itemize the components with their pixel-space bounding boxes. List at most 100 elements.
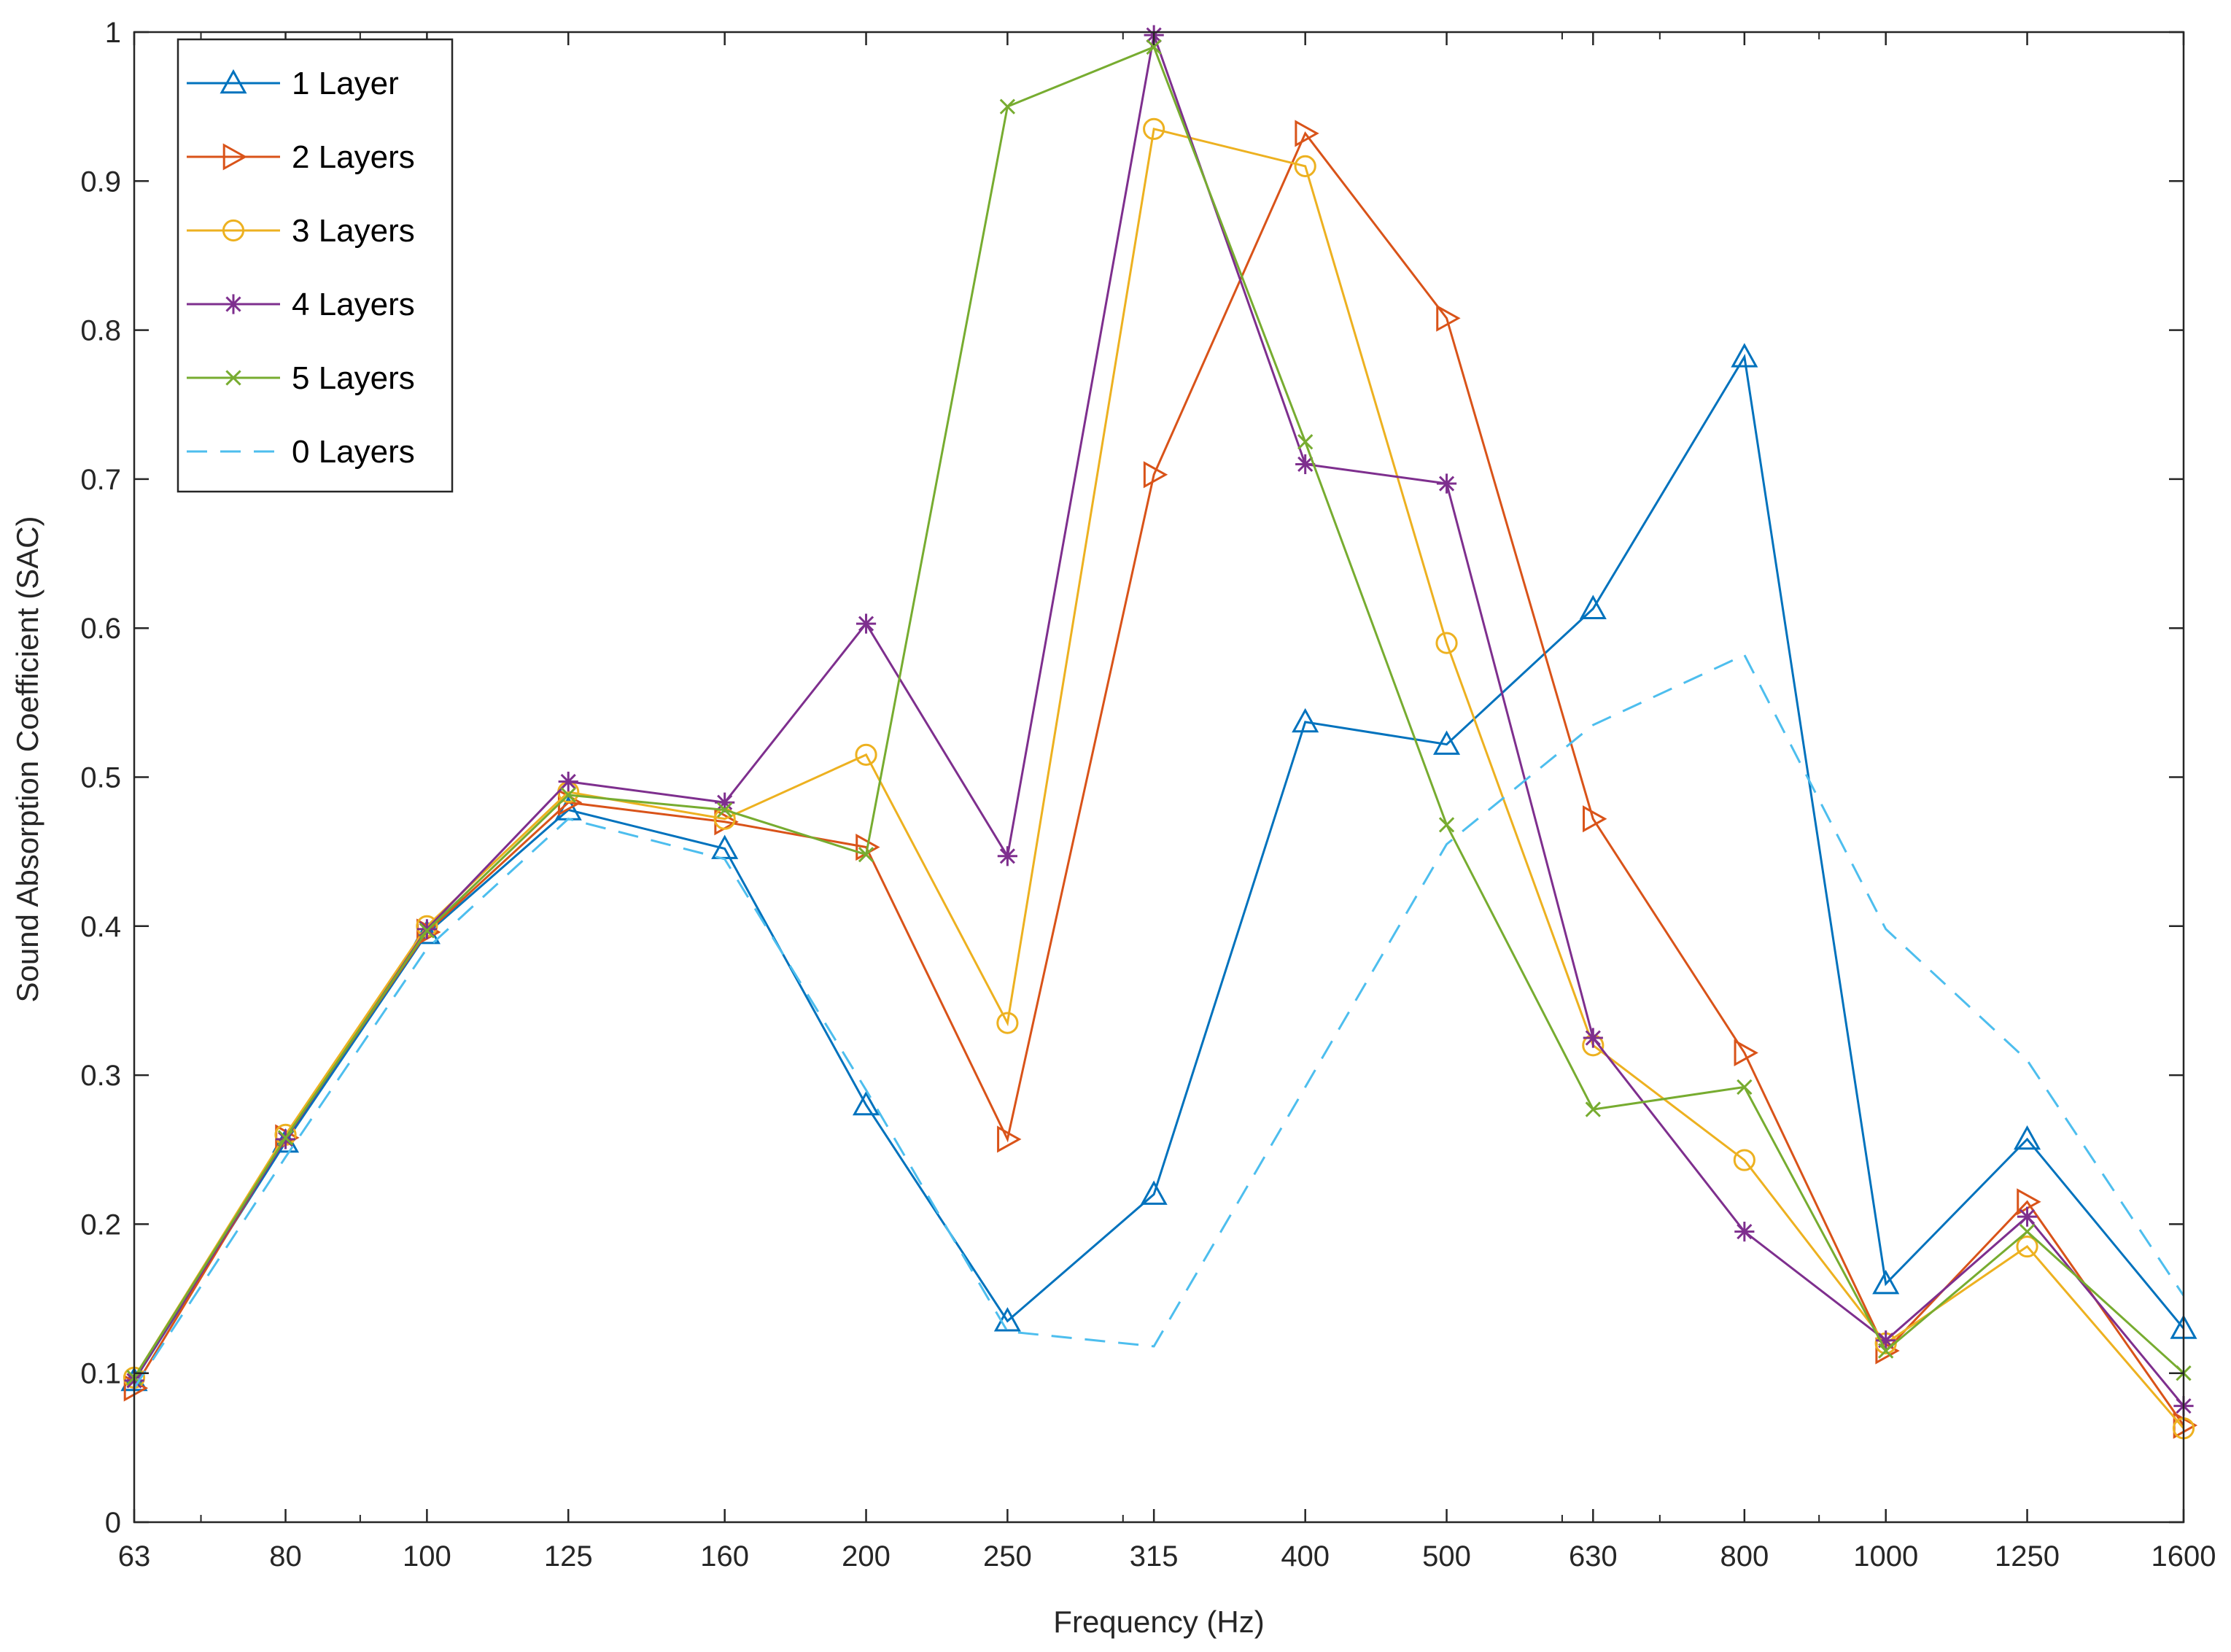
x-tick-label: 1000 [1853, 1540, 1918, 1572]
x-tick-label: 160 [700, 1540, 749, 1572]
data-point [1737, 1079, 1753, 1095]
x-tick-label: 630 [1569, 1540, 1618, 1572]
legend-label: 2 Layers [292, 139, 415, 175]
legend-label: 4 Layers [292, 287, 415, 322]
data-point [1734, 1222, 1755, 1242]
data-point [1734, 1039, 1758, 1067]
x-tick-label: 1250 [1995, 1540, 2060, 1572]
legend-marker [225, 370, 241, 386]
legend-marker [222, 219, 245, 242]
data-point [852, 1090, 880, 1116]
legend-item: 2 Layers [187, 139, 415, 175]
data-point [997, 846, 1017, 866]
y-tick-label: 0.5 [80, 762, 121, 794]
x-tick-label: 63 [118, 1540, 151, 1572]
x-tick-label: 125 [544, 1540, 593, 1572]
legend-item: 4 Layers [187, 287, 415, 322]
y-tick-label: 0 [105, 1507, 121, 1539]
data-point [1872, 1270, 1900, 1295]
data-point [2017, 1206, 2038, 1227]
series-1-layer [120, 343, 2197, 1392]
data-point [1143, 461, 1168, 489]
data-point [1295, 454, 1316, 475]
legend-label: 0 Layers [292, 434, 415, 470]
legend-box [176, 38, 454, 493]
data-point [558, 772, 578, 792]
data-point [1876, 1330, 1896, 1351]
series-line [133, 654, 2185, 1389]
data-point [999, 98, 1016, 115]
data-point [1436, 304, 1461, 332]
y-tick-label: 0.2 [80, 1209, 121, 1241]
data-point [2016, 1235, 2038, 1258]
series-0-layers [133, 654, 2185, 1389]
y-tick-label: 1 [105, 17, 121, 49]
data-point [1438, 817, 1455, 833]
data-point [1140, 1180, 1168, 1205]
y-tick-label: 0.8 [80, 315, 121, 347]
data-point [1295, 120, 1319, 147]
legend-item: 0 Layers [187, 434, 415, 470]
data-point [1875, 1337, 1900, 1365]
data-point [2017, 1188, 2041, 1216]
data-point [1733, 1149, 1755, 1171]
data-point [1583, 805, 1607, 833]
data-point [997, 1125, 1022, 1153]
data-point [1435, 632, 1458, 654]
y-axis-label: Sound Absorption Coefficient (SAC) [10, 516, 44, 1003]
x-tick-label: 315 [1130, 1540, 1179, 1572]
legend-label: 5 Layers [292, 360, 415, 396]
y-tick-label: 0.6 [80, 613, 121, 645]
x-tick-label: 800 [1720, 1540, 1769, 1572]
data-point [560, 787, 576, 803]
legend-label: 3 Layers [292, 213, 415, 249]
legend: 1 Layer 2 Layers 3 Layers 4 Layers 5 Layers 0… [176, 38, 454, 493]
y-tick-label: 0.3 [80, 1060, 121, 1092]
x-tick-label: 400 [1281, 1540, 1330, 1572]
y-tick-label: 0.9 [80, 166, 121, 198]
data-point [1731, 343, 1758, 368]
y-tick-label: 0.4 [80, 911, 121, 943]
data-point [1292, 707, 1319, 733]
x-axis-label: Frequency (Hz) [1053, 1605, 1264, 1639]
data-point [419, 923, 435, 939]
data-point [1585, 1101, 1601, 1117]
legend-marker [220, 69, 247, 94]
legend-item: 3 Layers [187, 213, 415, 249]
legend-marker [222, 143, 248, 171]
legend-item: 1 Layer [187, 66, 399, 101]
data-point [2019, 1223, 2036, 1240]
axes-layer: 63 80 100 125 160 200 250 315 400 500 630 800 1000 12… [80, 17, 2216, 1572]
legend-item: 5 Layers [187, 360, 415, 396]
data-point [1583, 1028, 1603, 1048]
x-tick-label: 200 [842, 1540, 891, 1572]
data-point [1579, 594, 1607, 619]
series-line [133, 354, 2185, 1381]
data-point [1146, 39, 1162, 55]
data-point [413, 919, 441, 945]
data-point [996, 1012, 1019, 1034]
x-tick-label: 100 [403, 1540, 451, 1572]
data-point [855, 743, 877, 766]
data-point [1436, 473, 1457, 494]
data-point [1297, 434, 1314, 450]
legend-label: 1 Layer [292, 66, 399, 101]
y-tick-label: 0.1 [80, 1358, 121, 1390]
series-line [133, 131, 2185, 1427]
x-tick-label: 1600 [2152, 1540, 2216, 1572]
data-point [1432, 730, 1461, 755]
data-point [1294, 155, 1316, 177]
data-point [855, 613, 877, 634]
x-tick-label: 500 [1422, 1540, 1471, 1572]
data-point [277, 1130, 294, 1146]
data-point [858, 847, 874, 863]
data-point [2013, 1125, 2041, 1150]
x-tick-label: 250 [983, 1540, 1032, 1572]
data-point [1878, 1343, 1894, 1359]
y-tick-label: 0.7 [80, 464, 121, 496]
data-point [717, 802, 733, 818]
x-tick-label: 80 [269, 1540, 302, 1572]
legend-marker [223, 294, 244, 314]
data-point [1143, 117, 1165, 140]
